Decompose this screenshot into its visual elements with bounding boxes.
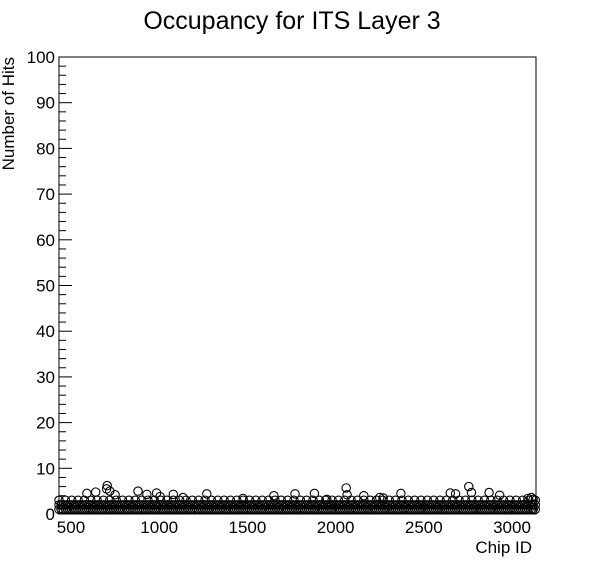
x-tick-label: 1000 xyxy=(140,518,178,537)
x-tick-label: 2500 xyxy=(405,518,443,537)
data-point xyxy=(155,491,165,502)
y-tick-label: 80 xyxy=(36,139,55,158)
y-tick-label: 60 xyxy=(36,231,55,250)
y-tick-label: 100 xyxy=(27,48,55,67)
x-tick-label: 3000 xyxy=(493,518,531,537)
x-tick-label: 1500 xyxy=(228,518,266,537)
data-point xyxy=(309,488,320,499)
data-point xyxy=(530,500,541,510)
x-tick-label: 2000 xyxy=(317,518,355,537)
data-point xyxy=(178,492,188,503)
data-point xyxy=(359,490,369,501)
data-point xyxy=(450,489,461,499)
y-tick-label: 90 xyxy=(36,94,55,113)
data-point xyxy=(528,494,538,505)
y-tick-label: 0 xyxy=(46,505,55,524)
data-point xyxy=(142,489,152,500)
data-point xyxy=(342,490,352,500)
y-tick-label: 20 xyxy=(36,414,55,433)
y-axis-label: Number of Hits xyxy=(0,57,18,170)
axes: 0 10 20 30 40 50 60 70 80 90 100 500 1000 1500 2000 250… xyxy=(27,48,531,537)
data-point xyxy=(168,489,179,500)
data-point xyxy=(82,488,92,499)
data-point xyxy=(101,484,112,494)
y-tick-label: 70 xyxy=(36,185,55,204)
plot-frame xyxy=(58,56,537,515)
data-point xyxy=(484,487,494,498)
data-point xyxy=(396,488,406,499)
x-axis-label: Chip ID xyxy=(475,538,532,557)
data-point xyxy=(494,490,505,501)
data-point xyxy=(202,489,212,499)
data-point xyxy=(445,488,456,498)
y-tick-label: 10 xyxy=(36,459,55,478)
data-point xyxy=(464,481,474,492)
data-point xyxy=(322,494,332,505)
data-point xyxy=(110,490,120,500)
x-tick-label: 500 xyxy=(57,518,85,537)
data-point xyxy=(523,493,533,504)
data-point xyxy=(378,493,388,503)
data-point xyxy=(133,486,143,496)
chart-title: Occupancy for ITS Layer 3 xyxy=(143,7,440,35)
data-point xyxy=(269,490,279,501)
y-tick-label: 40 xyxy=(36,322,55,341)
data-point xyxy=(341,483,351,493)
data-point xyxy=(290,489,300,499)
y-tick-label: 50 xyxy=(36,277,55,296)
data-point xyxy=(466,487,477,498)
y-tick-label: 30 xyxy=(36,368,55,387)
data-point xyxy=(102,480,112,491)
data-point xyxy=(238,493,248,504)
data-point xyxy=(90,487,101,497)
data-point xyxy=(374,492,385,503)
